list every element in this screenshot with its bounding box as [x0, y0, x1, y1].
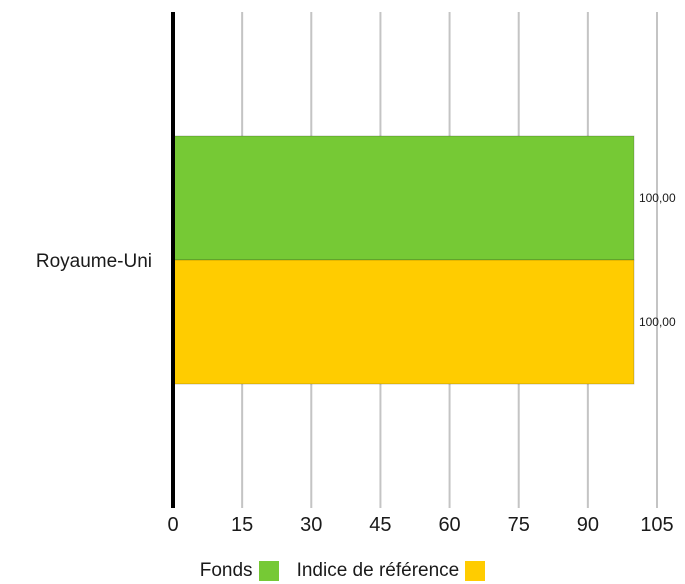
value-labels: 100,00 100,00 [639, 191, 676, 329]
x-tick-labels: 0 15 30 45 60 75 90 105 [167, 514, 673, 536]
x-tick-label-105: 105 [640, 514, 673, 536]
data-label-0-0: 100,00 [639, 191, 676, 205]
y-tick-label-0: Royaume-Uni [36, 251, 152, 272]
legend: Fonds Indice de référence [0, 558, 685, 584]
y-tick-labels: Royaume-Uni [36, 251, 152, 272]
legend-label-indice: Indice de référence [296, 560, 460, 581]
x-tick-label-75: 75 [508, 514, 530, 536]
legend-swatch-indice [465, 561, 486, 581]
bar-fonds-0 [172, 135, 635, 261]
legend-item-indice: Indice de référence [297, 560, 486, 582]
x-tick-label-30: 30 [300, 514, 322, 536]
bar-indice-de-r-f-rence-0 [172, 259, 635, 385]
bars [172, 135, 635, 385]
x-tick-label-60: 60 [438, 514, 460, 536]
legend-label-fonds: Fonds [199, 560, 253, 581]
legend-swatch-fonds [258, 561, 279, 581]
x-tick-label-90: 90 [577, 514, 599, 536]
x-tick-label-15: 15 [231, 514, 253, 536]
bar-chart: 100,00 100,00 0 15 30 45 60 75 90 105 Royaume-Un… [36, 12, 676, 536]
x-tick-label-0: 0 [167, 514, 178, 536]
legend-item-fonds: Fonds [200, 560, 279, 582]
data-label-1-0: 100,00 [639, 315, 676, 329]
x-tick-label-45: 45 [369, 514, 391, 536]
